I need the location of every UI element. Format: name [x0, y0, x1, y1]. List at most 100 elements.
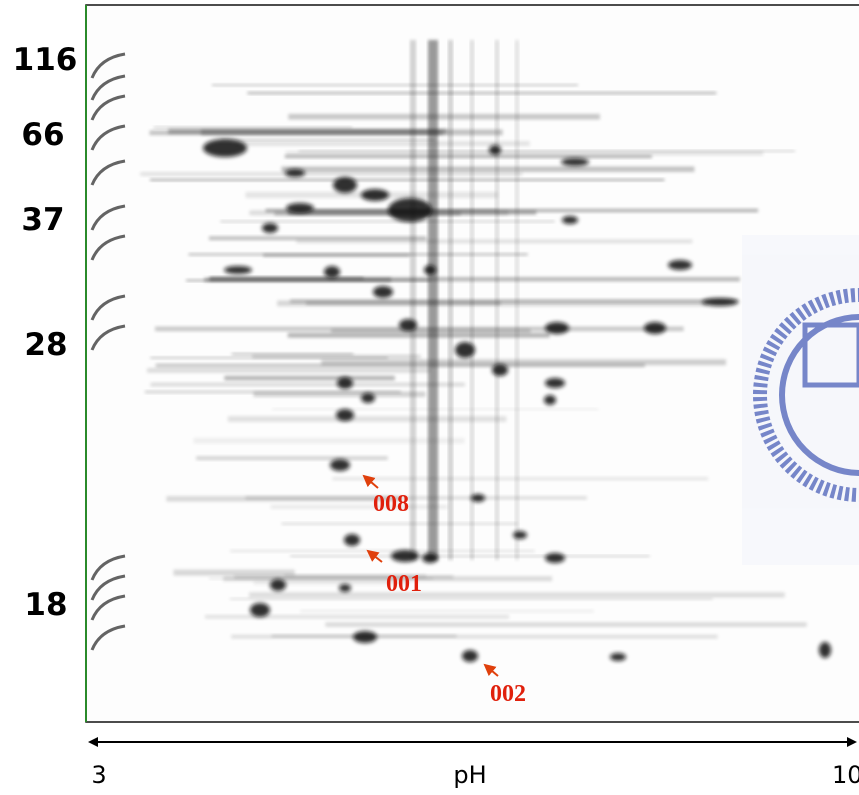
gel-streak [253, 580, 410, 585]
gel-streak [153, 126, 352, 129]
protein-spot [373, 286, 393, 298]
marker-band [90, 52, 126, 79]
gel-streak [265, 208, 759, 213]
spot-arrow [366, 549, 383, 563]
protein-spot [336, 409, 354, 421]
gel-streak [196, 456, 388, 461]
protein-spot [286, 203, 314, 213]
gel-streak [287, 332, 550, 338]
gel-streak [306, 301, 501, 306]
gel-vstreak [448, 40, 453, 560]
mw-label: 28 [24, 327, 67, 363]
gel-streak [193, 437, 465, 444]
gel-streak [208, 577, 434, 580]
marker-band [90, 74, 126, 101]
gel-streak [235, 141, 530, 147]
protein-spot [610, 653, 626, 661]
gel-streak [321, 359, 727, 366]
gel-streak [332, 477, 709, 481]
protein-spot [545, 322, 569, 334]
emblem [742, 235, 859, 565]
protein-spot [702, 298, 738, 306]
protein-spot [668, 260, 692, 270]
spot-arrow [483, 663, 499, 677]
gel-streak [300, 609, 594, 613]
gel-streak [263, 253, 410, 257]
protein-spot [644, 322, 666, 334]
gel-streak [201, 129, 503, 136]
protein-spot [462, 650, 478, 662]
protein-spot [361, 189, 389, 201]
gel-streak [227, 416, 507, 422]
gel-streak [173, 569, 295, 576]
protein-spot [562, 216, 578, 224]
protein-spot [471, 494, 485, 502]
protein-spot [262, 223, 278, 233]
protein-spot [545, 378, 565, 388]
gel-streak [209, 277, 740, 282]
ph-end: 10 [832, 761, 859, 789]
protein-spot [270, 579, 286, 591]
gel-streak [281, 522, 518, 526]
gel-streak [288, 113, 600, 120]
gel-streak [285, 151, 764, 156]
spot-label: 002 [490, 681, 526, 707]
mw-label: 66 [21, 117, 64, 153]
protein-spot [489, 145, 501, 155]
marker-band [90, 594, 126, 621]
gel-streak [290, 555, 650, 558]
protein-spot [250, 603, 270, 617]
gel-streak [211, 83, 578, 87]
gel-streak [247, 91, 717, 95]
mw-label: 18 [24, 587, 67, 623]
gel-streak [150, 356, 388, 359]
protein-spot [224, 266, 252, 274]
protein-spot [324, 266, 340, 278]
ph-start: 3 [91, 761, 106, 789]
gel-streak [298, 150, 796, 153]
gel-image [90, 40, 831, 662]
protein-spot [492, 364, 508, 376]
protein-spot [333, 177, 357, 193]
spot-label: 001 [386, 571, 422, 597]
marker-band [90, 294, 126, 321]
spot-label: 008 [373, 491, 409, 517]
protein-spot [513, 531, 527, 539]
gel-streak [270, 504, 448, 509]
marker-band [90, 554, 126, 581]
gel-streak [231, 352, 354, 356]
gel-vstreak [470, 40, 474, 560]
protein-spot [353, 631, 377, 643]
gel-streak [281, 166, 695, 172]
protein-spot [391, 550, 419, 562]
protein-spot [455, 342, 475, 358]
gel-streak [231, 634, 718, 639]
protein-spot [339, 584, 351, 592]
gel-streak [150, 382, 465, 387]
gel-streak [284, 155, 652, 159]
gel-streak [155, 326, 684, 332]
gel-streak [252, 354, 421, 359]
protein-spot [545, 553, 565, 563]
protein-spot [285, 169, 305, 177]
gel-streak [155, 363, 645, 368]
protein-spot [544, 395, 556, 405]
gel-streak [204, 614, 510, 619]
protein-spot [388, 198, 432, 222]
marker-band [90, 624, 126, 651]
mw-label: 116 [13, 42, 78, 78]
gel-streak [220, 220, 555, 223]
gel-streak [253, 391, 426, 397]
protein-spot [337, 377, 353, 389]
gel-streak [220, 138, 435, 141]
gel-vstreak [410, 40, 416, 560]
gel-streak [284, 574, 427, 579]
gel-streak [296, 239, 693, 244]
marker-band [90, 204, 126, 231]
ph-axis-label: pH [453, 761, 486, 789]
marker-band [90, 124, 126, 151]
marker-band [90, 324, 126, 351]
gel-streak [249, 592, 785, 598]
